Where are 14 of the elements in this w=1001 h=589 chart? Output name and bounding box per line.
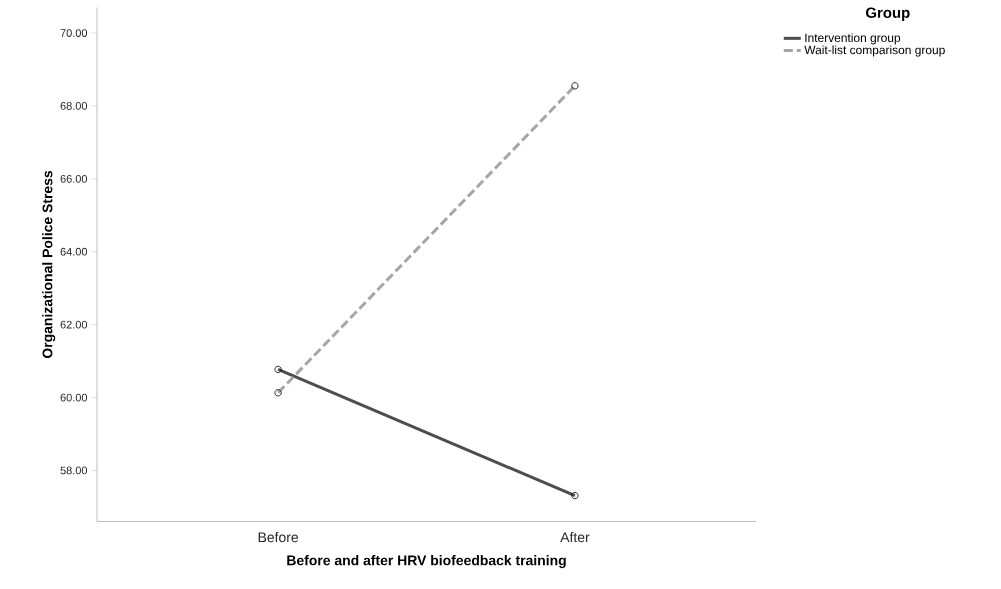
y-axis-title: Organizational Police Stress: [42, 170, 56, 359]
y-tick-label: 68.00: [60, 102, 88, 110]
y-tick-label: 58.00: [60, 466, 88, 475]
y-tick-label: 70.00: [60, 29, 88, 37]
legend-title: Group: [866, 7, 910, 21]
y-tick-label: 62.00: [60, 320, 88, 329]
legend-label: Wait-list comparison group: [804, 45, 945, 57]
y-tick-label: 64.00: [60, 247, 88, 256]
x-tick-label: Before: [258, 532, 299, 543]
y-tick-label: 60.00: [60, 393, 88, 402]
legend-label: Intervention group: [805, 33, 901, 45]
x-tick-label: After: [560, 532, 590, 543]
x-axis-title: Before and after HRV biofeedback training: [287, 555, 566, 569]
y-tick-label: 66.00: [60, 174, 88, 183]
